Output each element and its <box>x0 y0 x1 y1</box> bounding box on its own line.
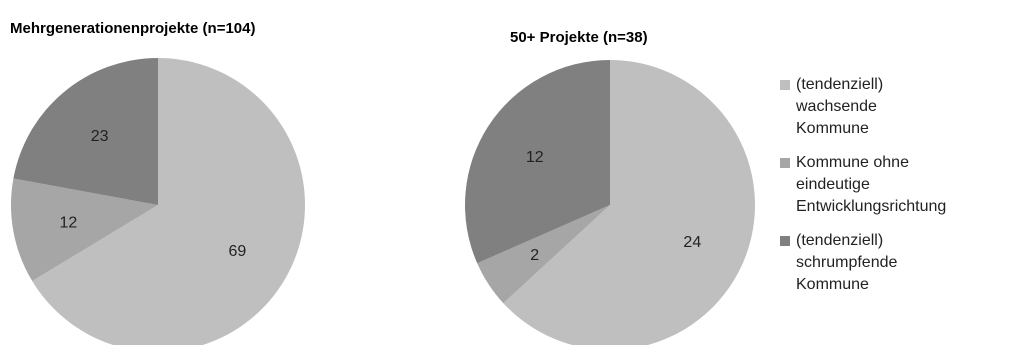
pie-chart-1: 69 12 23 <box>11 58 305 345</box>
pie-1-label-wachsend: 69 <box>228 243 246 260</box>
pie-chart-2: 24 2 12 <box>464 60 755 345</box>
legend-label-schrumpfend: (tendenziell) schrumpfende Kommune <box>796 232 898 293</box>
pie-1-label-ohne-richtung: 12 <box>59 214 77 231</box>
pie-2-label-wachsend: 24 <box>683 234 701 251</box>
pie-2-label-ohne-richtung: 2 <box>530 247 539 264</box>
pie-chart-2-title: 50+ Projekte (n=38) <box>510 29 648 46</box>
pie-1-label-schrumpfend: 23 <box>91 128 109 145</box>
legend-item-wachsend: (tendenziell) wachsende Kommune <box>780 74 1020 140</box>
legend-label-ohne-richtung: Kommune ohne eindeutige Entwicklungsrich… <box>796 154 947 215</box>
pie-2-slice-wachsend <box>503 60 755 345</box>
pie-chart-1-title: Mehrgenerationenprojekte (n=104) <box>10 20 255 37</box>
legend-swatch-wachsend <box>780 80 790 90</box>
pie-2-slice-ohne-richtung <box>477 205 610 304</box>
legend-item-schrumpfend: (tendenziell) schrumpfende Kommune <box>780 230 1020 296</box>
pie-1-slice-ohne-richtung <box>11 178 158 282</box>
pie-2-label-schrumpfend: 12 <box>526 149 544 166</box>
legend-swatch-schrumpfend <box>780 236 790 246</box>
pie-1-slice-schrumpfend <box>13 58 159 205</box>
legend: (tendenziell) wachsende Kommune Kommune … <box>780 74 1020 308</box>
pie-2-slice-schrumpfend <box>464 60 610 264</box>
legend-label-wachsend: (tendenziell) wachsende Kommune <box>796 76 884 137</box>
legend-swatch-ohne-richtung <box>780 158 790 168</box>
pie-1-slice-wachsend <box>32 58 305 345</box>
legend-item-ohne-richtung: Kommune ohne eindeutige Entwicklungsrich… <box>780 152 1020 218</box>
